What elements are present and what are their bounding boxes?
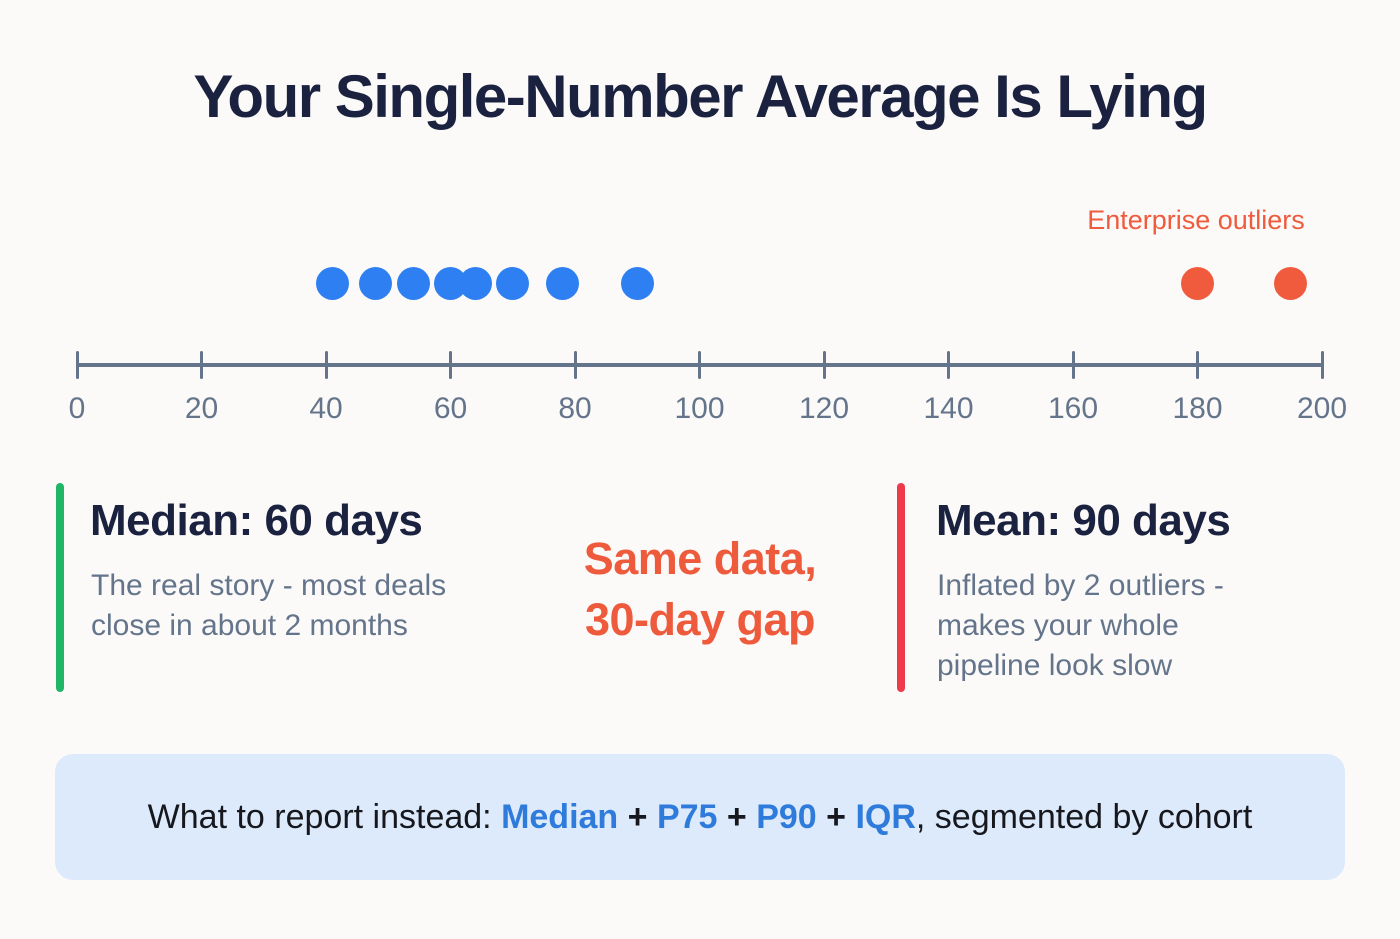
footer-segment: What to report instead: (147, 797, 502, 836)
median-description-line: The real story - most deals (91, 569, 447, 602)
dot-plot: Enterprise outliers 0 20 40 60 80 100 120 140 16… (0, 0, 1400, 460)
axis-tick-label: 200 (1296, 392, 1348, 425)
median-accent-bar (56, 483, 64, 692)
mean-description-line: makes your whole (937, 609, 1179, 642)
deal-close-days-dot (496, 267, 530, 300)
axis-tick-label: 20 (184, 392, 219, 425)
deal-close-days-dot (458, 267, 492, 300)
footer-segment: IQR (855, 797, 916, 836)
gap-note-line: Same data, (583, 533, 817, 584)
median-description: The real story - most deals close in abo… (91, 566, 446, 646)
axis-tick-label: 140 (923, 392, 974, 425)
footer-segment: P75 (656, 797, 718, 836)
deal-close-days-dot (546, 267, 580, 300)
axis-tick-label: 0 (68, 392, 86, 425)
enterprise-outliers-dot (1274, 267, 1308, 300)
mean-title: Mean: 90 days (936, 496, 1231, 545)
footer-segment: P90 (756, 797, 817, 836)
mean-description-line: pipeline look slow (937, 649, 1173, 682)
page-title: Your Single-Number Average Is Lying (193, 63, 1208, 130)
axis-tick-label: 40 (309, 392, 343, 425)
axis-tick (75, 351, 79, 379)
deal-close-days-dot (359, 267, 393, 300)
enterprise-outliers-dot (1181, 267, 1214, 300)
axis-tick (698, 351, 701, 379)
mean-accent-bar (897, 483, 905, 692)
deal-close-days-dot (620, 267, 654, 300)
axis-tick (573, 351, 577, 379)
outlier-annotation: Enterprise outliers (1087, 205, 1305, 235)
gap-note: Same data, 30-day gap (490, 528, 910, 650)
axis-tick (449, 351, 452, 379)
footer-text: What to report instead: Median + P75 + P… (148, 798, 1253, 837)
gap-note-line: 30-day gap (584, 594, 816, 645)
footer-segment: + (717, 797, 757, 836)
footer-segment: , segmented by cohort (915, 797, 1253, 836)
axis-tick (822, 351, 826, 379)
axis-tick (324, 351, 328, 379)
axis-tick (200, 351, 203, 379)
axis-tick-label: 80 (558, 392, 592, 425)
median-title: Median: 60 days (90, 496, 423, 545)
axis-tick-label: 100 (674, 392, 725, 425)
deal-close-days-dot (396, 267, 430, 300)
axis-tick (1320, 351, 1324, 379)
axis-tick-label: 60 (433, 392, 468, 425)
footer-segment: + (816, 797, 856, 836)
axis-tick-label: 120 (798, 392, 850, 425)
axis-tick-label: 160 (1047, 392, 1099, 425)
mean-description-line: Inflated by 2 outliers - (937, 569, 1224, 602)
axis-tick-label: 180 (1172, 392, 1223, 425)
mean-description: Inflated by 2 outliers - makes your whol… (937, 566, 1224, 686)
recommendation-banner: What to report instead: Median + P75 + P… (55, 754, 1345, 880)
axis-tick (1196, 351, 1199, 379)
footer-segment: Median (501, 797, 619, 836)
deal-close-days-dot (315, 267, 349, 300)
median-description-line: close in about 2 months (91, 609, 408, 642)
footer-segment: + (618, 797, 657, 836)
axis-tick (947, 351, 950, 379)
axis-tick (1071, 351, 1075, 379)
